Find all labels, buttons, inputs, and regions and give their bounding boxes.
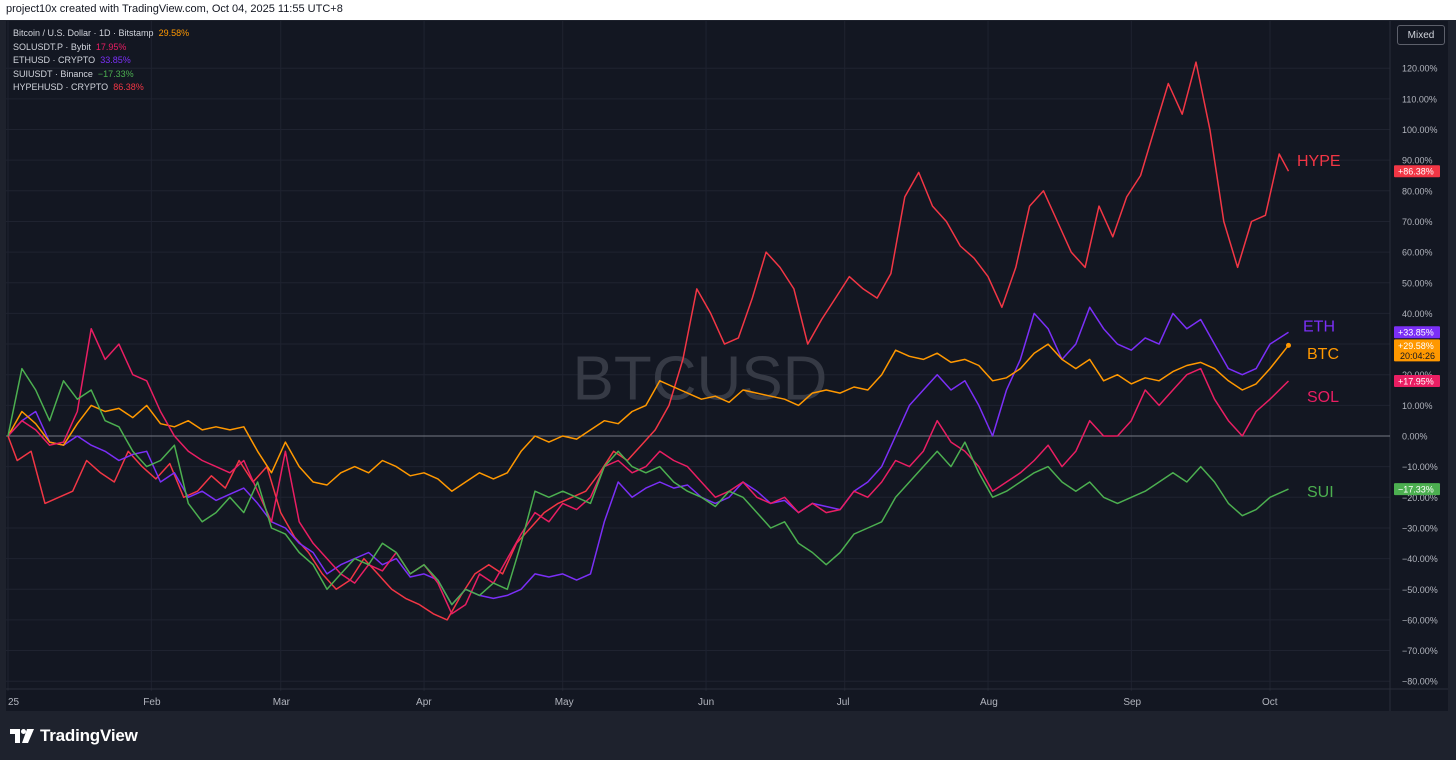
caption-text: project10x created with TradingView.com,… [6, 3, 343, 15]
scale-mode-button[interactable]: Mixed [1397, 25, 1445, 45]
series-end-label-eth: ETH [1303, 319, 1335, 336]
y-tick-label: −80.00% [1402, 677, 1438, 687]
last-value-badge-btc [1394, 339, 1440, 362]
last-value-text: +17.95% [1398, 376, 1434, 386]
btc-last-point [1285, 342, 1291, 348]
tradingview-wordmark: TradingView [40, 726, 138, 745]
y-tick-label: −70.00% [1402, 646, 1438, 656]
y-tick-label: 60.00% [1402, 248, 1433, 258]
caption-bar: project10x created with TradingView.com,… [0, 0, 1456, 20]
y-tick-label: −30.00% [1402, 523, 1438, 533]
last-value-text: +29.58% [1398, 341, 1434, 351]
series-end-label-sol: SOL [1307, 389, 1339, 406]
legend-value: −17.33% [97, 68, 134, 79]
legend-row-sui[interactable]: SUIUSDT · Binance −17.33% [13, 68, 189, 82]
x-tick-label: Oct [1262, 697, 1278, 708]
y-tick-label: −50.00% [1402, 585, 1438, 595]
series-line-sui[interactable] [7, 367, 1289, 606]
y-tick-label: −60.00% [1402, 615, 1438, 625]
y-tick-label: 10.00% [1402, 401, 1433, 411]
legend-symbol: ETHUSD · CRYPTO [13, 55, 96, 65]
watermark-text: BTCUSD [573, 345, 828, 414]
last-value-text: +86.38% [1398, 167, 1434, 177]
y-tick-label: 120.00% [1402, 64, 1438, 74]
legend-row-sol[interactable]: SOLUSDT.P · Bybit 17.95% [13, 41, 189, 55]
x-tick-label: Sep [1123, 697, 1141, 708]
legend-symbol: SOLUSDT.P · Bybit [13, 41, 91, 52]
legend-symbol: SUIUSDT · Binance [13, 68, 93, 79]
last-value-text: +33.85% [1398, 328, 1434, 338]
last-value-text: −17.33% [1398, 485, 1434, 495]
tradingview-logo[interactable]: TradingView [10, 726, 138, 746]
last-value-badge-hype [1394, 165, 1440, 178]
series-end-label-hype: HYPE [1297, 153, 1341, 170]
y-tick-label: 110.00% [1402, 94, 1437, 104]
y-tick-label: 50.00% [1402, 278, 1433, 288]
legend-value: 17.95% [95, 41, 127, 52]
y-tick-label: 40.00% [1402, 309, 1433, 319]
legend-symbol: Bitcoin / U.S. Dollar · 1D · Bitstamp [13, 28, 154, 38]
series-line-sol[interactable] [7, 327, 1290, 615]
x-tick-label: May [555, 697, 574, 708]
series-line-eth[interactable] [7, 306, 1289, 606]
y-tick-label: 0.00% [1402, 432, 1428, 442]
series-end-label-btc: BTC [1307, 346, 1339, 363]
last-value-badge-sol [1394, 374, 1440, 387]
legend-row-eth[interactable]: ETHUSD · CRYPTO 33.85% [13, 54, 189, 68]
y-tick-label: 70.00% [1402, 217, 1433, 227]
y-tick-label: −40.00% [1402, 554, 1438, 564]
x-tick-label: Jun [698, 697, 714, 708]
legend-row-btc[interactable]: Bitcoin / U.S. Dollar · 1D · Bitstamp 29… [13, 27, 189, 41]
y-tick-label: 90.00% [1402, 156, 1433, 166]
y-tick-label: −20.00% [1402, 493, 1438, 503]
legend-value: 86.38% [113, 82, 144, 92]
legend: Bitcoin / U.S. Dollar · 1D · Bitstamp 29… [13, 27, 189, 95]
x-tick-label: Mar [273, 697, 291, 708]
y-tick-label: −10.00% [1402, 462, 1438, 472]
legend-symbol: HYPEHUSD · CRYPTO [13, 82, 109, 92]
series-line-hype[interactable] [7, 61, 1290, 621]
y-tick-label: 100.00% [1402, 125, 1438, 135]
tradingview-logo-icon [10, 729, 34, 743]
bar-countdown-text: 20:04:26 [1400, 351, 1435, 361]
series-line-btc[interactable] [7, 343, 1290, 492]
y-tick-label: 80.00% [1402, 186, 1433, 196]
x-tick-label: Aug [980, 697, 998, 708]
x-tick-label: Apr [416, 697, 432, 708]
legend-row-hype[interactable]: HYPEHUSD · CRYPTO 86.38% [13, 81, 189, 95]
legend-value: 33.85% [100, 55, 131, 65]
x-tick-label: 25 [8, 697, 20, 708]
last-value-badge-eth [1394, 326, 1440, 339]
series-end-label-sui: SUI [1307, 484, 1334, 501]
last-value-badge-sui [1394, 483, 1440, 496]
x-tick-label: Jul [837, 697, 850, 708]
x-tick-label: Feb [143, 697, 161, 708]
legend-value: 29.58% [158, 28, 190, 38]
